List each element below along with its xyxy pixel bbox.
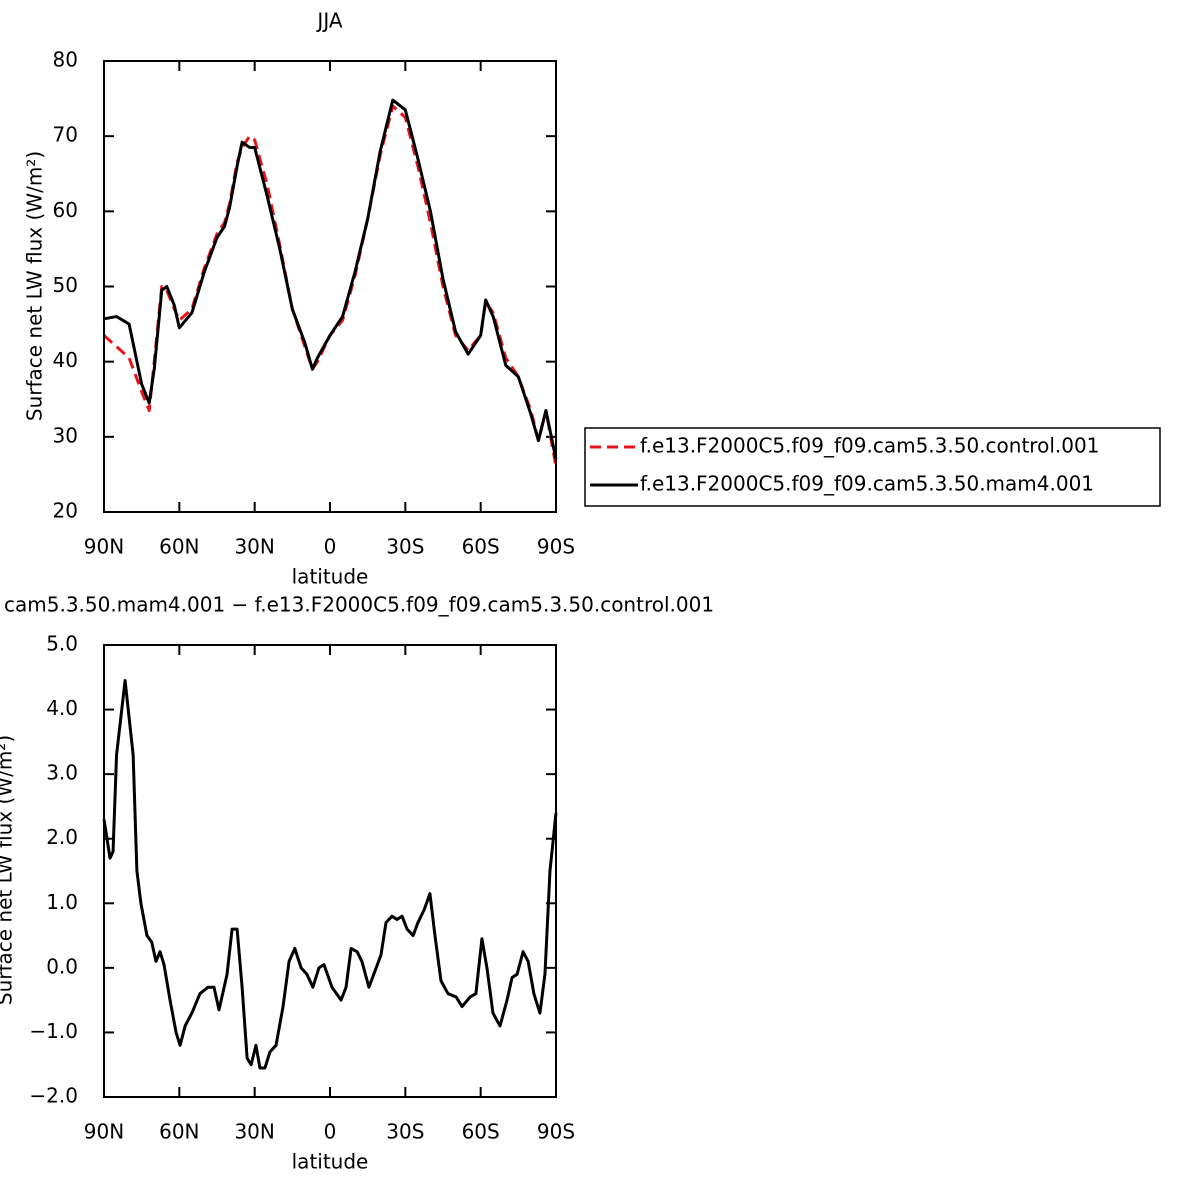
data-line — [103, 98, 558, 460]
legend-box — [584, 427, 1161, 507]
data-line — [102, 104, 558, 468]
x-axis-label: latitude — [292, 1150, 369, 1174]
y-tick-label: 0.0 — [46, 954, 78, 978]
x-tick-label: 90N — [84, 535, 124, 559]
y-tick-label: 4.0 — [46, 696, 78, 720]
x-tick-label: 60N — [159, 1120, 199, 1144]
x-tick-label: 30N — [234, 1120, 274, 1144]
x-tick-label: 30N — [234, 535, 274, 559]
y-tick-label: −1.0 — [29, 1019, 78, 1043]
y-tick-label: −2.0 — [29, 1084, 78, 1108]
y-tick-label: 40 — [53, 348, 78, 372]
x-axis-label: latitude — [292, 565, 369, 589]
x-tick-label: 0 — [324, 1120, 337, 1144]
legend-label: f.e13.F2000C5.f09_f09.cam5.3.50.mam4.001 — [640, 472, 1094, 496]
y-tick-label: 2.0 — [46, 825, 78, 849]
x-tick-label: 90S — [537, 1120, 575, 1144]
chart-title: JJA — [315, 9, 342, 33]
y-axis-label: Surface net LW flux (W/m²) — [23, 151, 47, 421]
plot-frame — [103, 60, 557, 513]
y-tick-label: 20 — [53, 499, 78, 523]
y-tick-label: 30 — [53, 423, 78, 447]
x-tick-label: 60S — [462, 535, 500, 559]
x-tick-label: 60N — [159, 535, 199, 559]
y-tick-label: 3.0 — [46, 761, 78, 785]
data-line — [102, 679, 558, 1070]
y-axis-label: Surface net LW flux (W/m²) — [0, 735, 17, 1005]
x-tick-label: 90S — [537, 535, 575, 559]
y-tick-label: 70 — [53, 123, 78, 147]
x-tick-label: 0 — [324, 535, 337, 559]
y-tick-label: 80 — [53, 48, 78, 72]
y-tick-label: 1.0 — [46, 890, 78, 914]
x-tick-label: 90N — [84, 1120, 124, 1144]
legend-label: f.e13.F2000C5.f09_f09.cam5.3.50.control.… — [640, 434, 1099, 458]
x-tick-label: 30S — [386, 1120, 424, 1144]
x-tick-label: 60S — [462, 1120, 500, 1144]
y-tick-label: 50 — [53, 273, 78, 297]
chart-title: cam5.3.50.mam4.001 − f.e13.F2000C5.f09_f… — [4, 593, 714, 617]
y-tick-label: 5.0 — [46, 632, 78, 656]
plot-frame — [103, 644, 557, 1098]
y-tick-label: 60 — [53, 198, 78, 222]
x-tick-label: 30S — [386, 535, 424, 559]
